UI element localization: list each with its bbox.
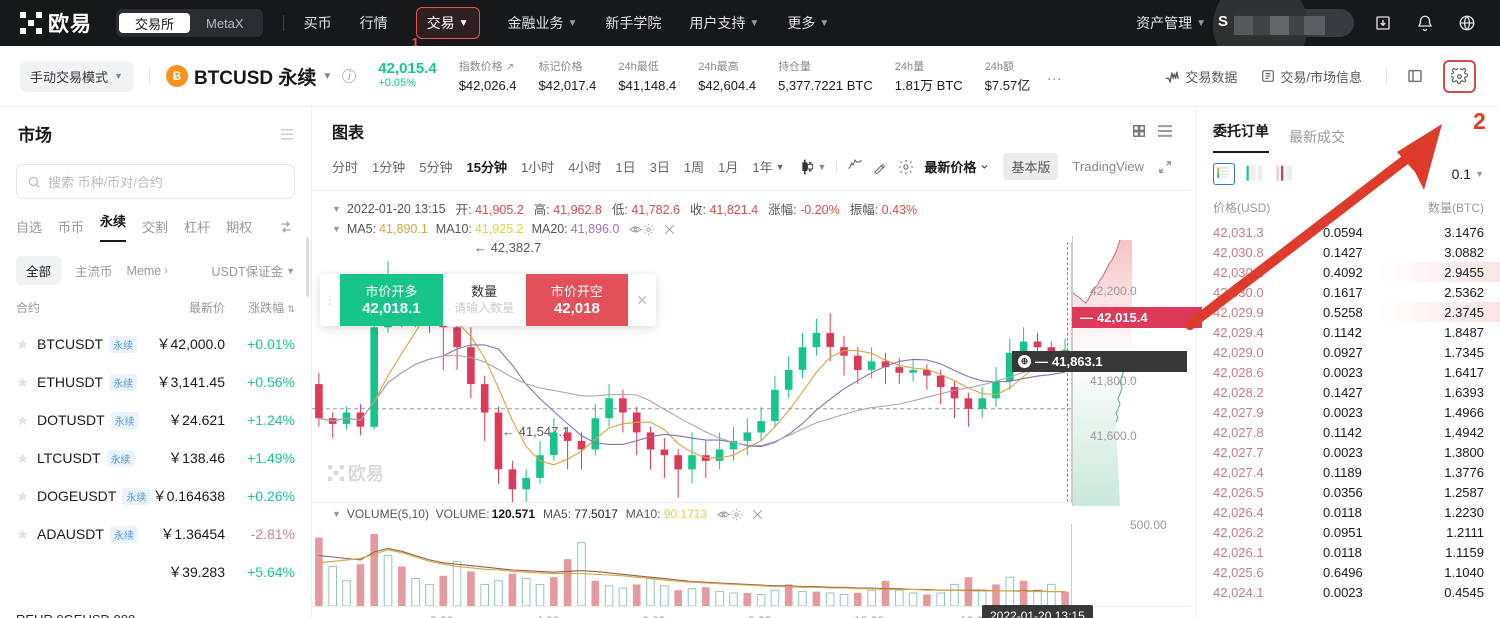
svg-text:Ƀ: Ƀ: [173, 70, 181, 83]
